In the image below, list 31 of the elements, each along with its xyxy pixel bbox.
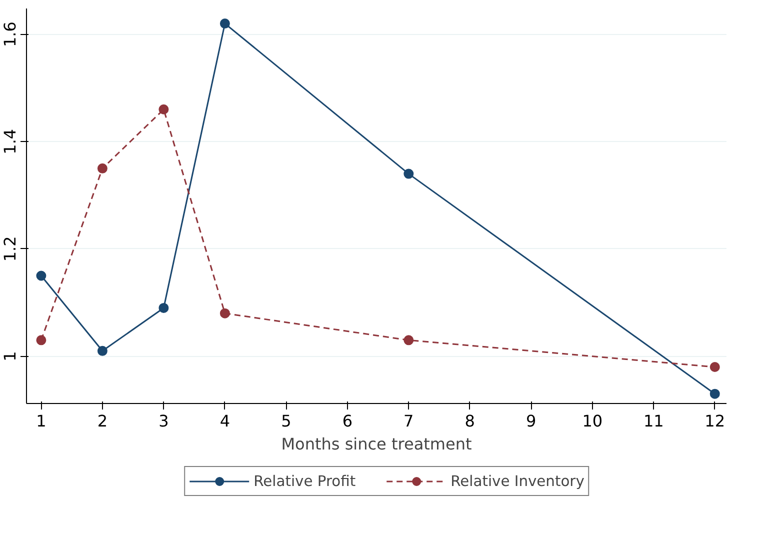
legend-label: Relative Profit [254, 472, 356, 490]
point [710, 362, 720, 372]
x-tick-label: 8 [464, 412, 475, 430]
y-tick-label: 1.4 [0, 128, 20, 154]
point [404, 168, 414, 179]
y-tick-label: 1.6 [0, 22, 20, 47]
y-tick-label: 1.2 [0, 236, 20, 262]
x-tick-label: 10 [582, 412, 603, 430]
y-tick-label: 1 [0, 351, 20, 362]
x-tick-label: 12 [704, 412, 726, 430]
x-tick-label: 4 [220, 412, 230, 430]
x-tick-label: 3 [158, 412, 169, 430]
legend-label: Relative Inventory [450, 472, 584, 490]
x-tick-label: 9 [526, 412, 536, 430]
x-tick-label: 1 [36, 412, 46, 430]
x-axis-title: Months since treatment [281, 434, 472, 454]
point [710, 388, 720, 399]
point [36, 270, 46, 281]
x-tick-label: 11 [643, 412, 664, 430]
point [220, 18, 230, 29]
x-tick-label: 2 [97, 412, 108, 430]
point [36, 335, 46, 346]
x-tick-label: 7 [404, 412, 414, 430]
point [158, 104, 169, 114]
point [97, 163, 108, 174]
x-tick-label: 6 [342, 412, 353, 430]
point [97, 346, 108, 356]
point [404, 335, 414, 346]
x-tick-label: 5 [281, 412, 292, 430]
point [220, 308, 230, 318]
point [158, 302, 169, 313]
